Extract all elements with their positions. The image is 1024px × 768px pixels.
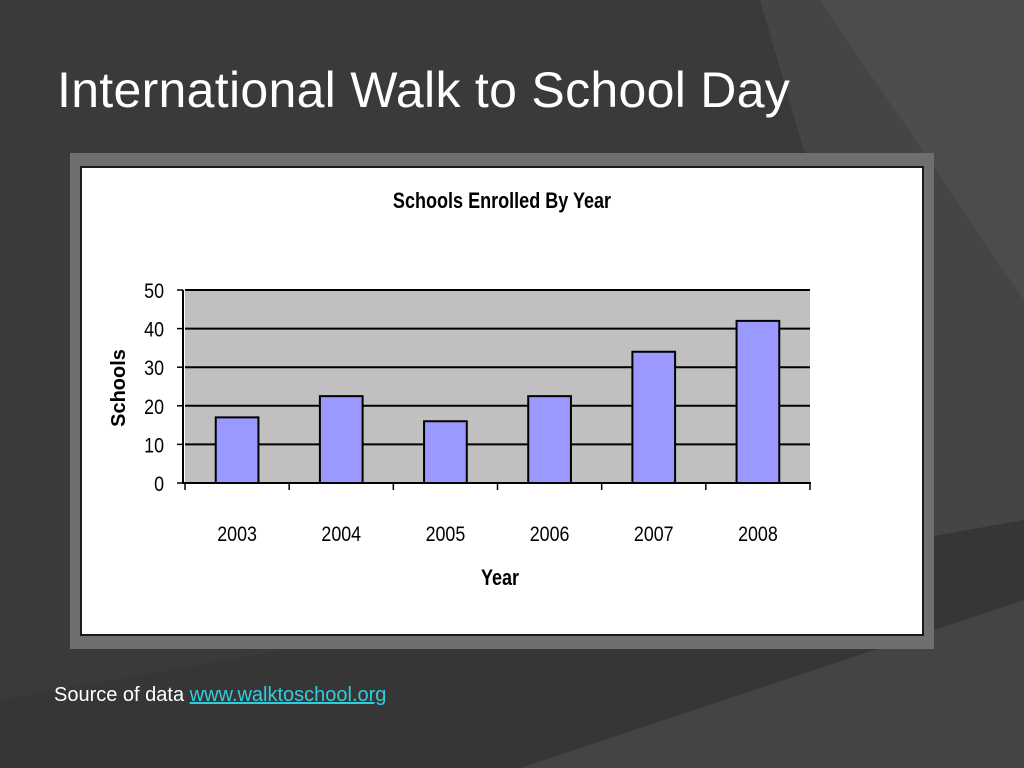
bar-2003 [214, 416, 260, 485]
y-tick-label: 10 [144, 434, 164, 458]
y-tick-label: 0 [154, 473, 164, 497]
x-tick-label: 2008 [738, 523, 778, 547]
source-line: Source of data www.walktoschool.org [54, 684, 386, 707]
plot-area [185, 290, 810, 482]
y-tick-label: 30 [144, 357, 164, 381]
x-tick-label: 2007 [634, 523, 674, 547]
x-tick-label: 2005 [426, 523, 466, 547]
bar-chart: Schools Enrolled By Year 0 10 20 30 40 50 200… [108, 189, 811, 590]
x-tick-label: 2003 [217, 523, 257, 547]
x-tick-label: 2004 [321, 523, 361, 547]
y-tick-label: 20 [144, 395, 164, 419]
x-tick-label: 2006 [530, 523, 570, 547]
bar-2008 [735, 319, 781, 484]
bar-2007 [631, 350, 677, 484]
bar-2005 [423, 420, 468, 485]
source-link[interactable]: www.walktoschool.org [189, 684, 387, 706]
slide-title: International Walk to School Day [57, 62, 791, 118]
chart-frame: Schools Enrolled By Year 0 10 20 30 40 50 200… [70, 153, 934, 649]
y-tick-label: 40 [144, 318, 164, 342]
chart-title: Schools Enrolled By Year [393, 189, 611, 213]
y-axis-label: Schools [108, 349, 130, 427]
y-tick-label: 50 [144, 280, 164, 304]
source-label: Source of data [54, 684, 185, 706]
chart-area: Schools Enrolled By Year 0 10 20 30 40 50 200… [80, 166, 924, 636]
bar-2004 [318, 395, 364, 484]
bar-2006 [527, 395, 572, 484]
x-axis-label: Year [481, 566, 519, 590]
